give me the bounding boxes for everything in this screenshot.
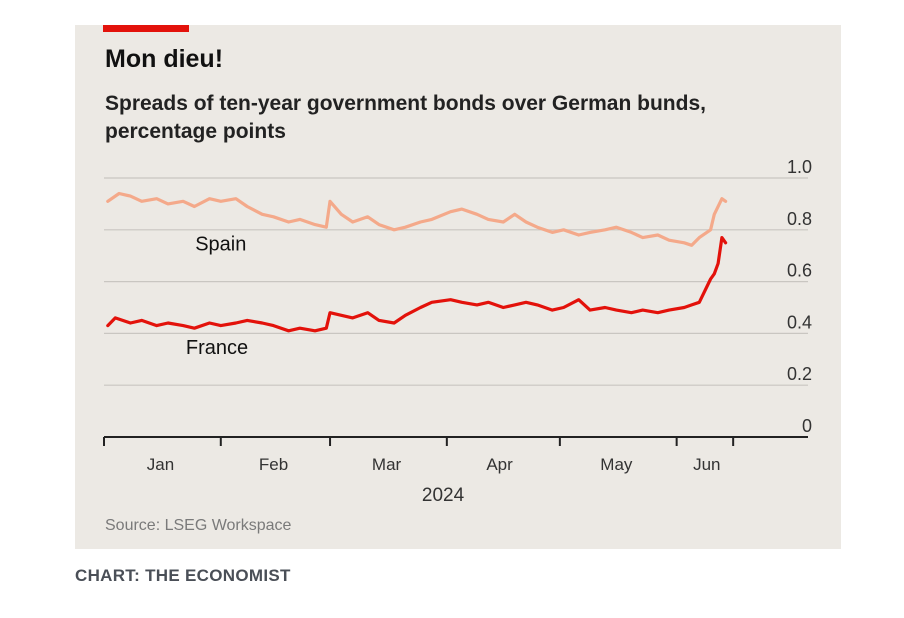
series-labels: Spain France	[186, 234, 248, 360]
chart-subtitle: Spreads of ten-year government bonds ove…	[105, 92, 706, 143]
chart-panel	[75, 25, 841, 549]
gridlines	[104, 177, 808, 386]
y-axis-labels: 0 0.2 0.4 0.6 0.8 1.0	[787, 157, 812, 436]
y-tick-label: 0.2	[787, 364, 812, 384]
x-axis	[103, 436, 808, 446]
x-year-label: 2024	[422, 485, 465, 506]
series-line-spain	[106, 191, 728, 247]
y-tick-label: 0.6	[787, 261, 812, 281]
y-tick-label: 0	[802, 416, 812, 436]
chart-credit: CHART: THE ECONOMIST	[75, 566, 291, 585]
x-tick-label: May	[600, 455, 633, 474]
x-axis-labels: Jan Feb Mar Apr May Jun 2024	[147, 455, 721, 506]
x-tick-label: Jun	[693, 455, 720, 474]
series-label-spain: Spain	[195, 234, 246, 256]
series-line-france	[106, 236, 728, 333]
chart-title: Mon dieu!	[105, 45, 224, 73]
x-tick-label: Feb	[259, 455, 288, 474]
series-label-france: France	[186, 337, 248, 359]
y-tick-label: 1.0	[787, 157, 812, 177]
source-note: Source: LSEG Workspace	[105, 517, 292, 534]
x-tick-label: Jan	[147, 455, 174, 474]
x-tick-label: Mar	[372, 455, 402, 474]
brand-tag	[103, 25, 189, 32]
x-tick-label: Apr	[486, 455, 513, 474]
y-tick-label: 0.8	[787, 209, 812, 229]
y-tick-label: 0.4	[787, 312, 812, 332]
series-lines	[106, 191, 728, 333]
